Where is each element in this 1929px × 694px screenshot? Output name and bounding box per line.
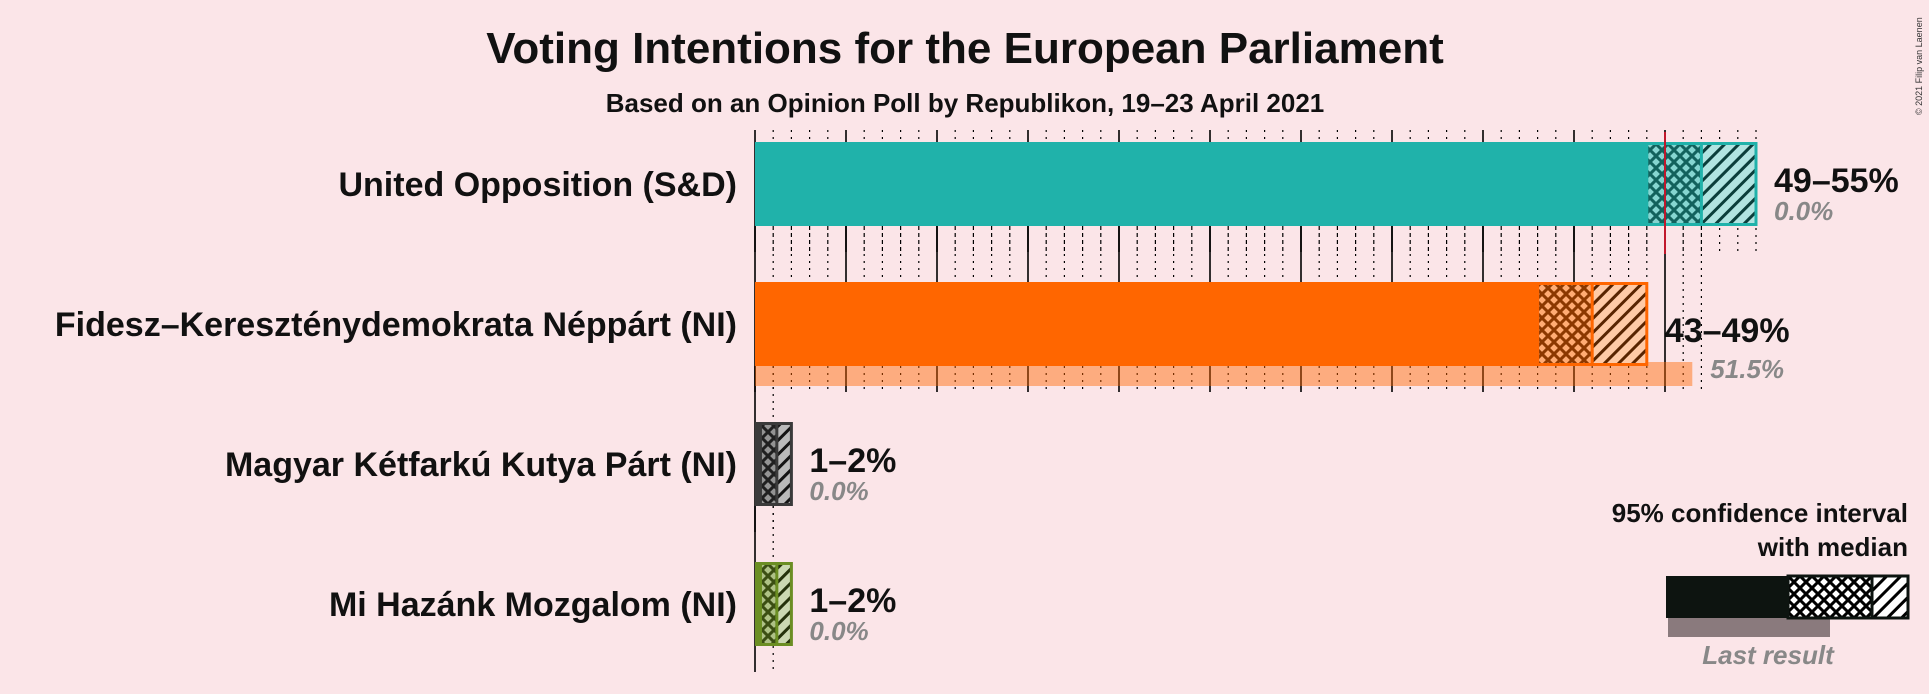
labels: United Opposition (S&D) 49–55%0.0%Fidesz–…: [55, 162, 1899, 646]
bar-solid: [755, 142, 1647, 226]
last-result-label: 0.0%: [809, 616, 868, 646]
legend-line2: with median: [1757, 532, 1908, 562]
bars: [755, 132, 1758, 646]
chart-title: Voting Intentions for the European Parli…: [486, 24, 1444, 73]
party-label: Fidesz–Kereszténydemokrata Néppárt (NI): [55, 306, 737, 344]
chart-subtitle: Based on an Opinion Poll by Republikon, …: [606, 88, 1325, 118]
legend: 95% confidence interval with median Last…: [1612, 498, 1910, 670]
copyright-note: © 2021 Filip van Laenen: [1914, 17, 1924, 115]
range-label: 49–55%: [1774, 162, 1899, 200]
legend-diagonal-hatch: [1870, 574, 1910, 620]
legend-last-bar: [1668, 617, 1830, 637]
bar-ci-upper-tint: [1701, 142, 1756, 226]
legend-cross-hatch: [1786, 574, 1874, 620]
range-label: 1–2%: [809, 442, 896, 480]
bar-solid: [755, 422, 761, 506]
bar-ci-lower-tint: [1646, 142, 1702, 226]
last-result-label: 0.0%: [1774, 196, 1833, 226]
party-label: United Opposition (S&D): [338, 166, 737, 204]
legend-last-label: Last result: [1702, 640, 1835, 670]
bar-ci-lower-tint: [760, 562, 777, 646]
bar-ci-lower-tint: [1537, 282, 1593, 366]
bar-ci-upper: [776, 562, 792, 646]
bar-ci-upper: [1701, 142, 1756, 226]
party-label: Mi Hazánk Mozgalom (NI): [329, 586, 737, 624]
legend-line1: 95% confidence interval: [1612, 498, 1908, 528]
bar-ci-upper-tint: [776, 422, 792, 506]
bar-ci-upper-tint: [1592, 282, 1647, 366]
bar-ci-upper-tint: [776, 562, 792, 646]
bar-solid: [755, 282, 1538, 366]
legend-solid: [1666, 576, 1788, 618]
party-label: Magyar Kétfarkú Kutya Párt (NI): [225, 446, 737, 484]
bar-ci-upper: [1592, 282, 1647, 366]
bar-ci-upper: [776, 422, 792, 506]
range-label: 1–2%: [809, 582, 896, 620]
range-label: 43–49%: [1665, 312, 1790, 350]
last-result-label: 51.5%: [1710, 354, 1784, 384]
bar-solid: [755, 562, 761, 646]
bar-ci-lower-tint: [760, 422, 777, 506]
last-result-label: 0.0%: [809, 476, 868, 506]
